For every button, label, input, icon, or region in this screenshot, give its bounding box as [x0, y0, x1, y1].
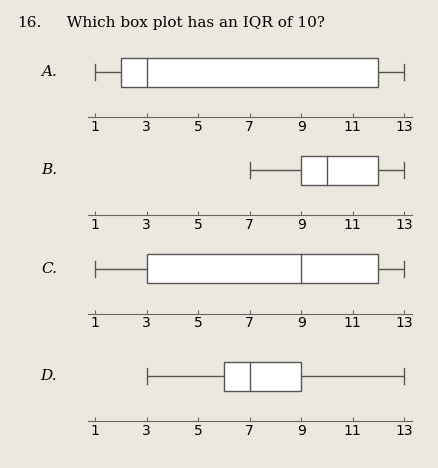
Text: A.: A. — [41, 65, 57, 79]
Bar — [301, 156, 378, 185]
Text: C.: C. — [41, 262, 57, 276]
Text: B.: B. — [41, 163, 57, 177]
Bar — [121, 58, 378, 87]
Bar — [147, 254, 378, 283]
Text: D.: D. — [40, 369, 57, 383]
Bar — [224, 362, 301, 391]
Text: Which box plot has an IQR of 10?: Which box plot has an IQR of 10? — [57, 16, 325, 30]
Text: 16.: 16. — [18, 16, 42, 30]
